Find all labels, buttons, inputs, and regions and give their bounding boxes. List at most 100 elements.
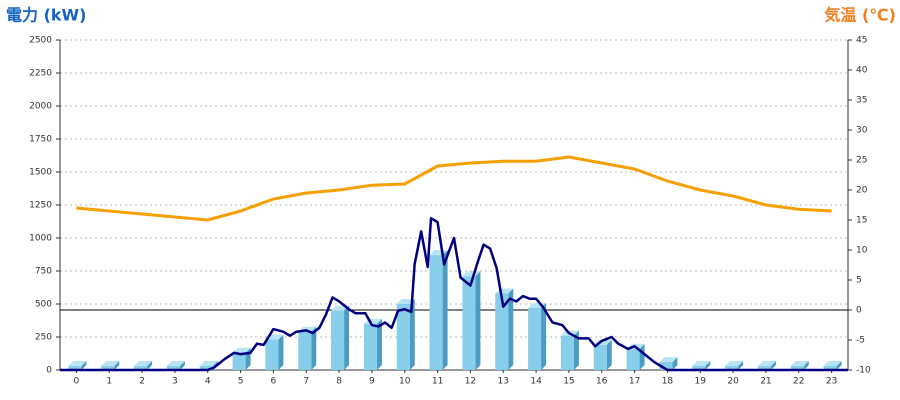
bar-side xyxy=(311,326,317,370)
x-tick-label: 13 xyxy=(498,377,509,387)
x-tick-label: 19 xyxy=(695,377,707,387)
x-tick-label: 5 xyxy=(238,377,244,387)
y-tick-label: 2250 xyxy=(29,69,52,79)
y2-tick-label: 40 xyxy=(856,66,868,76)
bar xyxy=(265,339,279,370)
bar-top xyxy=(725,361,744,367)
bar-top xyxy=(757,361,776,367)
bar xyxy=(659,362,673,370)
bar xyxy=(68,366,82,370)
bar xyxy=(298,331,312,370)
bar xyxy=(790,366,804,370)
bar-top xyxy=(134,361,153,367)
y2-tick-label: 30 xyxy=(856,126,868,136)
bar-top xyxy=(199,361,218,367)
bar-top xyxy=(101,361,120,367)
bar xyxy=(134,366,148,370)
x-tick-label: 9 xyxy=(369,377,375,387)
y-tick-label: 0 xyxy=(46,366,52,376)
bar xyxy=(363,323,377,370)
x-tick-label: 0 xyxy=(74,377,80,387)
y2-tick-label: -10 xyxy=(856,366,871,376)
y2-tick-label: 10 xyxy=(856,246,868,256)
bar-side xyxy=(573,330,579,370)
y2-tick-label: 20 xyxy=(856,186,868,196)
x-tick-label: 14 xyxy=(530,377,542,387)
y-tick-label: 750 xyxy=(35,267,52,277)
y2-axis-title: 気温 (℃) xyxy=(824,6,896,25)
bar-top xyxy=(68,361,87,367)
x-tick-label: 7 xyxy=(303,377,309,387)
x-tick-label: 8 xyxy=(336,377,342,387)
x-tick-label: 21 xyxy=(760,377,771,387)
y-axis-title: 電力 (kW) xyxy=(6,6,87,25)
bar xyxy=(232,352,246,370)
y-tick-label: 1000 xyxy=(29,234,52,244)
y-tick-label: 1750 xyxy=(29,135,52,145)
bar-side xyxy=(803,361,809,370)
bar-top xyxy=(823,361,842,367)
y2-tick-label: 45 xyxy=(856,36,867,46)
bar xyxy=(528,307,542,370)
y2-tick-label: 15 xyxy=(856,216,867,226)
x-tick-label: 22 xyxy=(793,377,804,387)
bar-top xyxy=(232,347,251,353)
bar-top xyxy=(692,361,711,367)
x-tick-label: 17 xyxy=(629,377,640,387)
x-tick-label: 4 xyxy=(205,377,211,387)
x-tick-label: 12 xyxy=(465,377,476,387)
x-tick-label: 6 xyxy=(271,377,277,387)
bar xyxy=(725,366,739,370)
bar xyxy=(101,366,115,370)
bar xyxy=(560,335,574,370)
x-tick-label: 15 xyxy=(563,377,574,387)
bar xyxy=(462,276,476,370)
bar xyxy=(199,366,213,370)
y-tick-label: 2000 xyxy=(29,102,52,112)
x-tick-label: 23 xyxy=(826,377,837,387)
bar-side xyxy=(606,339,612,370)
bar-side xyxy=(147,361,153,370)
bar-side xyxy=(179,361,185,370)
y-tick-label: 1500 xyxy=(29,168,52,178)
bar-top xyxy=(462,271,481,277)
bar-side xyxy=(278,334,284,370)
temperature-line xyxy=(76,155,832,222)
bar-side xyxy=(672,357,678,370)
x-tick-label: 20 xyxy=(727,377,739,387)
bar xyxy=(757,366,771,370)
bar-side xyxy=(376,318,382,370)
bar xyxy=(396,304,410,370)
bar-side xyxy=(344,305,350,370)
x-tick-label: 10 xyxy=(399,377,411,387)
x-tick-label: 18 xyxy=(662,377,674,387)
x-tick-label: 3 xyxy=(172,377,178,387)
x-tick-label: 16 xyxy=(596,377,608,387)
bar-side xyxy=(475,271,481,370)
bar-top xyxy=(166,361,185,367)
bar-side xyxy=(442,250,448,370)
bar-side xyxy=(114,361,120,370)
bar-side xyxy=(508,288,514,370)
y-tick-label: 250 xyxy=(35,333,52,343)
bar-side xyxy=(541,302,547,370)
y-tick-label: 2500 xyxy=(29,36,52,46)
y2-tick-label: 35 xyxy=(856,96,867,106)
bar xyxy=(166,366,180,370)
bar-side xyxy=(738,361,744,370)
bar-top xyxy=(790,361,809,367)
power-line xyxy=(60,216,848,372)
bar-side xyxy=(770,361,776,370)
bar-top xyxy=(659,357,678,363)
bar-side xyxy=(836,361,842,370)
bar-side xyxy=(81,361,87,370)
x-tick-label: 2 xyxy=(139,377,145,387)
y-tick-label: 1250 xyxy=(29,201,52,211)
x-tick-label: 11 xyxy=(432,377,443,387)
y2-tick-label: 5 xyxy=(856,276,862,286)
x-tick-label: 1 xyxy=(106,377,112,387)
bar xyxy=(823,366,837,370)
y2-tick-label: 25 xyxy=(856,156,867,166)
y2-tick-label: -5 xyxy=(856,336,865,346)
